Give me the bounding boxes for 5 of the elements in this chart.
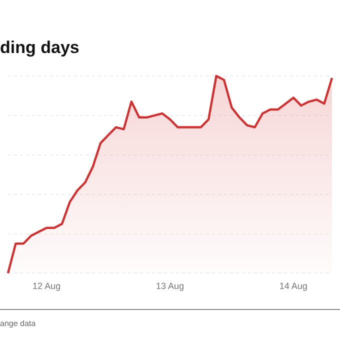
x-tick-label: 12 Aug (32, 281, 61, 292)
x-tick-label: 14 Aug (279, 281, 308, 292)
x-tick-label: 13 Aug (156, 281, 184, 292)
text: ange data (0, 319, 36, 328)
chart-title: ding days (0, 38, 80, 58)
